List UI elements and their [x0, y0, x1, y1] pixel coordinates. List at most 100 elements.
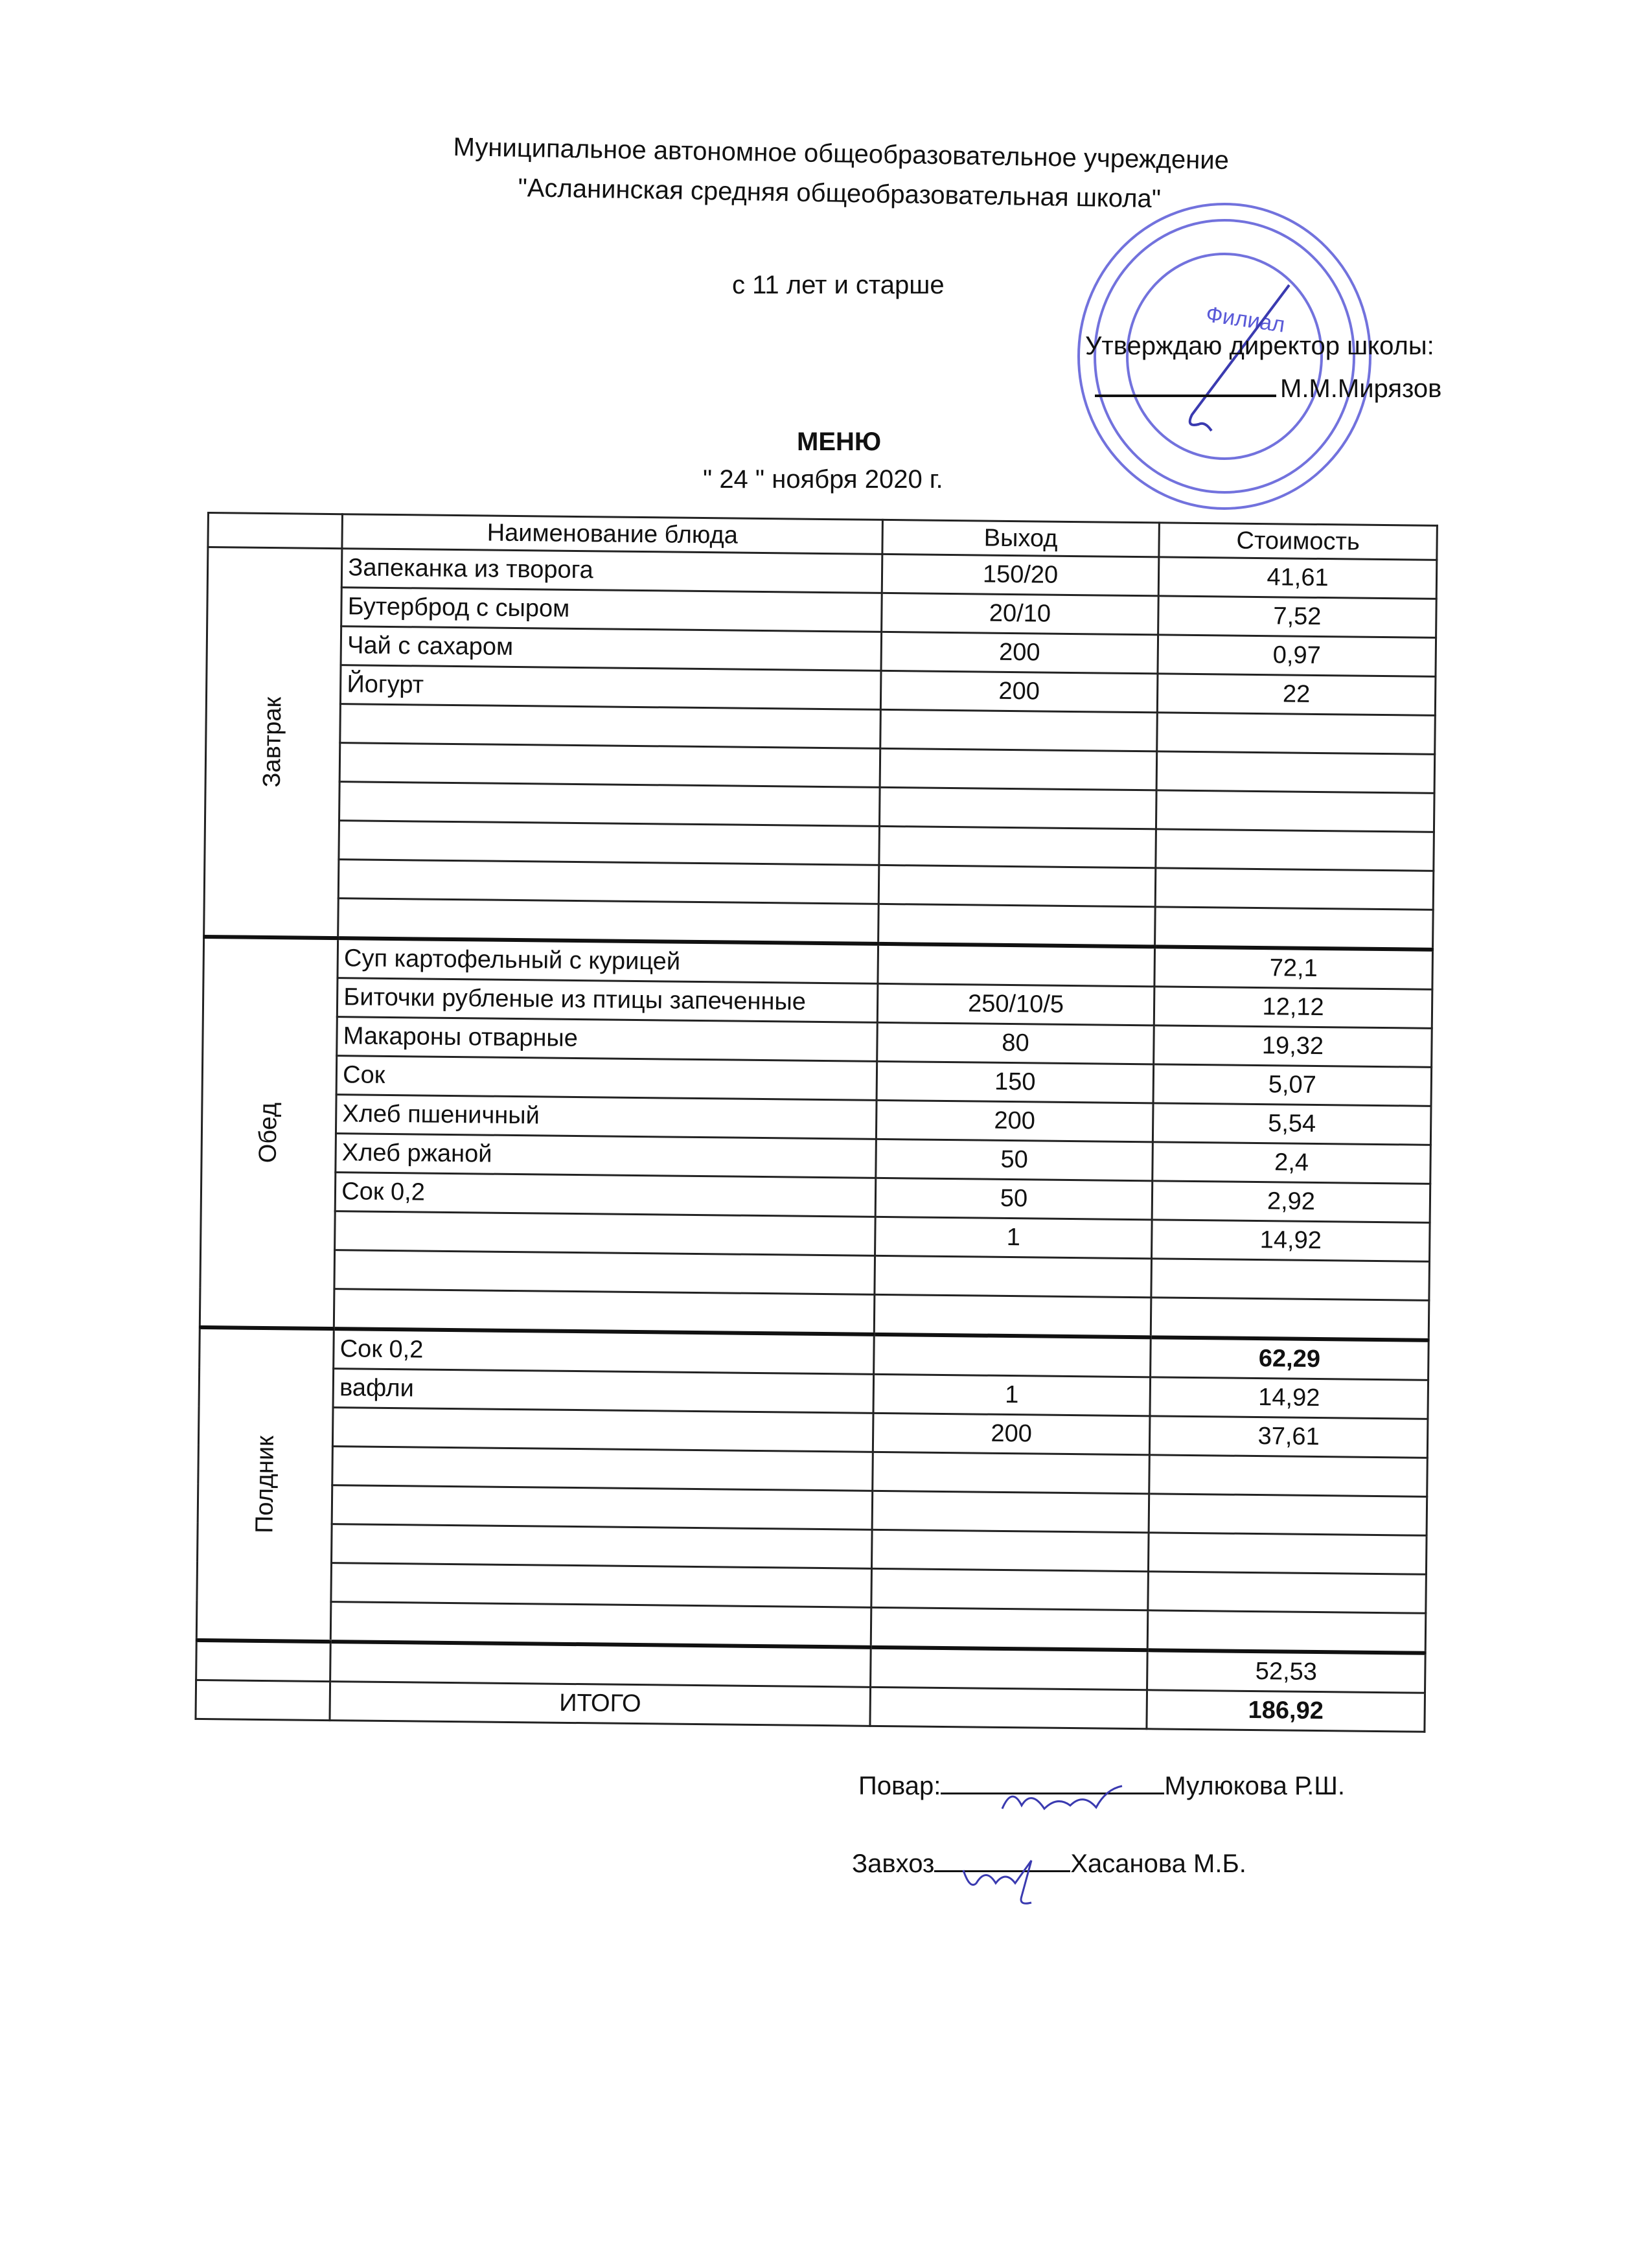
menu-table-container: Наименование блюда Выход Стоимость Завтр…	[194, 512, 1438, 1733]
dish-name: вафли	[333, 1368, 874, 1414]
dish-yield: 1	[875, 1217, 1153, 1259]
total-yield-cell	[869, 1687, 1147, 1729]
dish-name	[332, 1407, 873, 1452]
dish-cost	[1156, 751, 1435, 794]
dish-cost: 5,07	[1153, 1064, 1432, 1106]
cook-signature-line: Повар: Мулюкова Р.Ш.	[858, 1772, 1345, 1811]
director-line: М.М.Мирязов	[1095, 374, 1441, 404]
dish-yield: 150	[877, 1061, 1154, 1103]
section-label-cell: Обед	[200, 936, 338, 1329]
dish-name: Биточки рубленые из птицы запеченные	[337, 978, 878, 1023]
dish-name	[332, 1446, 873, 1491]
dish-cost: 14,92	[1150, 1377, 1428, 1419]
column-header-cost: Стоимость	[1158, 522, 1438, 560]
organization-line-1: Муниципальное автономное общеобразовател…	[453, 133, 1230, 175]
dish-cost	[1155, 867, 1434, 910]
section-label-cell: Полдник	[196, 1327, 334, 1642]
dish-yield	[872, 1452, 1150, 1494]
dish-name: Сок 0,2	[333, 1329, 875, 1375]
dish-yield: 50	[875, 1178, 1153, 1220]
dish-name	[340, 704, 881, 749]
keeper-signature-scribble	[962, 1860, 1033, 1905]
menu-title: МЕНЮ	[797, 428, 882, 456]
dish-cost: 0,97	[1158, 634, 1436, 677]
dish-cost: 19,32	[1153, 1025, 1432, 1068]
dish-cost: 14,92	[1151, 1219, 1430, 1262]
total-section-cell	[196, 1640, 331, 1682]
cook-name: Мулюкова Р.Ш.	[1164, 1772, 1345, 1800]
subtotal-yield-cell	[870, 1647, 1148, 1690]
dish-name	[331, 1563, 872, 1608]
total-label: ИТОГО	[330, 1681, 871, 1726]
dish-cost	[1147, 1610, 1426, 1653]
dish-yield: 20/10	[881, 593, 1159, 635]
dish-cost: 37,61	[1149, 1415, 1428, 1458]
dish-cost	[1149, 1493, 1427, 1536]
dish-name: Хлеб ржаной	[336, 1133, 877, 1178]
total-section-cell	[195, 1680, 330, 1721]
approval-label: Утверждаю директор школы:	[1085, 332, 1434, 360]
dish-yield	[871, 1607, 1148, 1651]
dish-cost	[1156, 790, 1435, 832]
column-header-name: Наименование блюда	[342, 514, 883, 555]
dish-yield	[880, 709, 1158, 751]
dish-cost: 2,4	[1152, 1141, 1431, 1184]
dish-yield: 200	[873, 1413, 1151, 1455]
dish-yield	[877, 943, 1155, 987]
dish-name	[339, 820, 880, 865]
cook-signature-scribble	[1002, 1785, 1123, 1811]
dish-cost: 72,1	[1154, 946, 1433, 990]
menu-table: Наименование блюда Выход Стоимость Завтр…	[194, 512, 1438, 1733]
keeper-name: Хасанова М.Б.	[1070, 1850, 1246, 1878]
menu-table-body: Завтрак Запеканка из творога 150/20 41,61 Бу…	[195, 547, 1437, 1732]
dish-name: Макароны отварные	[336, 1016, 878, 1062]
dish-cost: 41,61	[1158, 556, 1437, 599]
dish-yield	[880, 748, 1157, 790]
director-name: М.М.Мирязов	[1280, 374, 1442, 403]
dish-yield	[874, 1255, 1152, 1298]
dish-yield	[873, 1334, 1151, 1377]
section-label: Завтрак	[258, 696, 287, 788]
dish-cost: 7,52	[1158, 595, 1437, 638]
dish-name	[338, 898, 879, 944]
school-stamp: Филиал	[1077, 203, 1371, 510]
dish-cost: 5,54	[1153, 1103, 1431, 1145]
section-label-cell: Завтрак	[203, 547, 343, 939]
signature-line	[1095, 395, 1276, 397]
dish-name	[332, 1485, 873, 1530]
dish-name: Йогурт	[340, 665, 881, 710]
dish-name: Бутерброд с сыром	[341, 587, 882, 632]
subtotal-cost: 52,53	[1147, 1650, 1426, 1693]
dish-yield: 1	[873, 1374, 1151, 1416]
dish-yield: 200	[880, 670, 1158, 713]
dish-yield	[872, 1491, 1149, 1533]
section-header-cell	[207, 512, 343, 549]
dish-cost	[1147, 1571, 1427, 1614]
dish-name	[330, 1601, 871, 1647]
total-cost: 186,92	[1146, 1690, 1425, 1732]
dish-name	[334, 1250, 875, 1295]
dish-yield	[874, 1294, 1151, 1338]
dish-cost	[1155, 829, 1434, 871]
dish-cost	[1156, 712, 1436, 755]
dish-name: Хлеб пшеничный	[336, 1094, 877, 1140]
dish-name	[339, 781, 880, 827]
dish-cost: 62,29	[1150, 1337, 1429, 1380]
dish-name	[334, 1211, 876, 1256]
dish-yield: 50	[875, 1139, 1153, 1181]
dish-name: Запеканка из творога	[341, 548, 882, 593]
dish-name: Чай с сахаром	[341, 626, 882, 671]
dish-cost	[1149, 1454, 1428, 1497]
dish-yield	[871, 1568, 1149, 1610]
dish-name: Сок	[336, 1055, 877, 1101]
dish-yield: 200	[876, 1100, 1154, 1142]
dish-cost	[1154, 906, 1434, 950]
dish-yield: 200	[880, 632, 1158, 674]
dish-name	[331, 1524, 873, 1569]
keeper-signature	[934, 1860, 1071, 1905]
dish-name	[338, 859, 879, 904]
dish-name	[334, 1289, 875, 1334]
menu-date: " 24 " ноября 2020 г.	[703, 465, 943, 494]
dish-cost	[1151, 1297, 1429, 1340]
cook-signature	[941, 1785, 1165, 1811]
